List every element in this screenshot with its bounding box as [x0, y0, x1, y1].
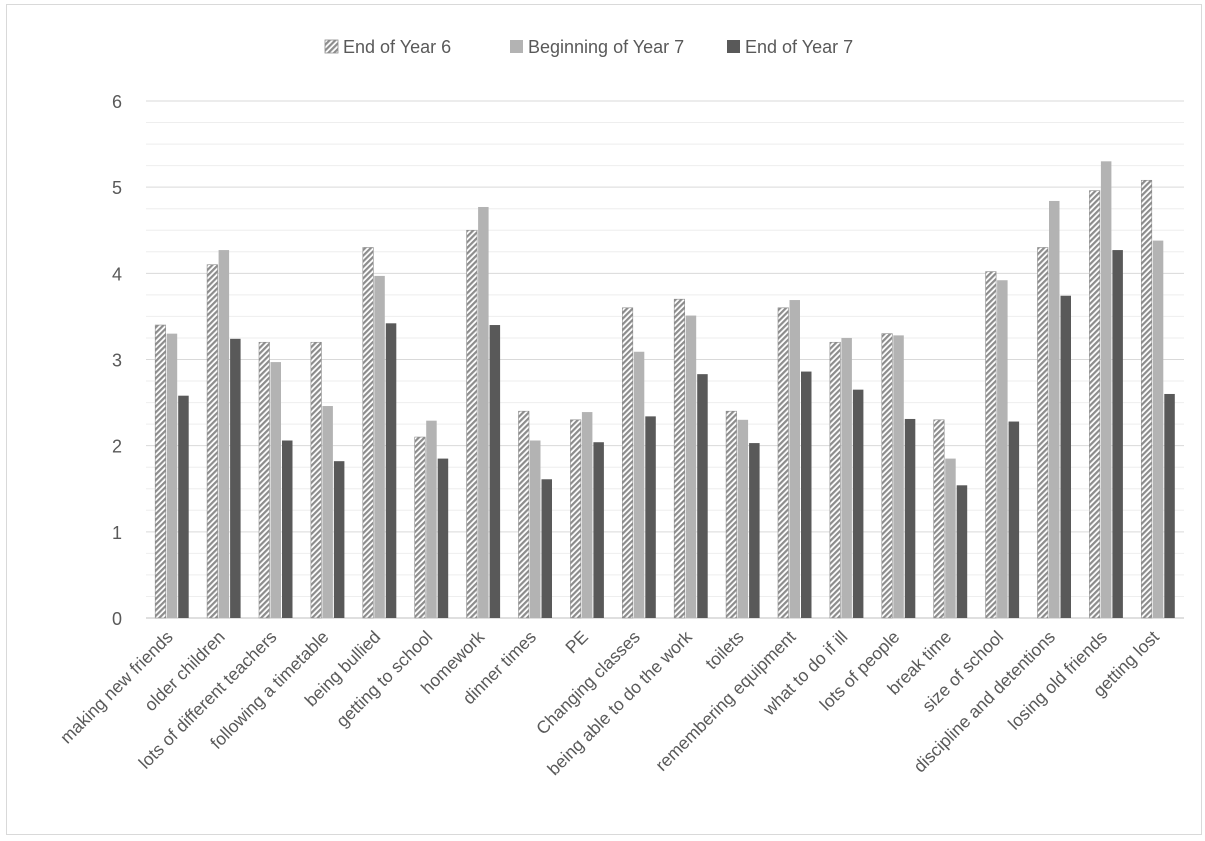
y-tick-label: 6 — [112, 92, 122, 112]
bar — [1141, 179, 1153, 619]
bar — [893, 335, 904, 618]
bar — [829, 341, 841, 619]
bar — [478, 206, 489, 619]
chart-frame: 0 1 2 3 4 5 6 making new friends older children… — [6, 4, 1202, 835]
y-tick-label: 2 — [112, 437, 122, 457]
bar — [1112, 250, 1123, 618]
bar — [218, 250, 230, 618]
bar — [1049, 200, 1060, 618]
bar — [841, 337, 852, 618]
bar — [362, 247, 374, 619]
bar — [933, 419, 945, 619]
bar — [789, 300, 800, 618]
bar — [426, 420, 437, 618]
bar — [374, 275, 385, 618]
y-tick-label: 5 — [112, 178, 122, 198]
bar — [881, 333, 893, 619]
bar — [437, 458, 449, 618]
bar — [725, 410, 737, 619]
y-tick-label: 1 — [112, 523, 122, 543]
bar — [1152, 240, 1164, 618]
legend-label: Beginning of Year 7 — [528, 37, 684, 57]
bar — [956, 485, 968, 618]
bar — [570, 419, 582, 619]
bar — [530, 440, 541, 618]
bars — [154, 161, 1175, 619]
bar — [230, 338, 241, 618]
legend-label: End of Year 7 — [745, 37, 853, 57]
gridlines — [146, 100, 1184, 597]
bar — [206, 264, 218, 619]
bar — [985, 271, 997, 619]
bar — [593, 442, 604, 618]
bar — [737, 419, 749, 618]
bar — [310, 341, 322, 619]
bar — [1164, 393, 1175, 618]
bar — [997, 280, 1008, 618]
bar — [489, 325, 501, 618]
bar — [178, 395, 189, 618]
legend-swatch — [324, 39, 339, 54]
legend-label: End of Year 6 — [343, 37, 451, 57]
bar — [282, 440, 293, 618]
bar — [633, 351, 645, 618]
x-tick-label: PE — [561, 627, 592, 658]
y-tick-label: 3 — [112, 351, 122, 371]
bar — [621, 307, 634, 619]
bar — [777, 307, 789, 619]
bar — [697, 374, 708, 618]
bar — [801, 371, 812, 618]
x-tick-label: toilets — [701, 627, 748, 674]
y-tick-label: 0 — [112, 609, 122, 629]
bar — [541, 479, 552, 618]
bar — [1037, 247, 1049, 619]
bar — [333, 461, 345, 618]
bar — [1008, 421, 1020, 618]
bar — [581, 412, 593, 618]
bar — [466, 229, 478, 619]
bar — [852, 389, 864, 618]
bar — [1060, 295, 1071, 618]
bar — [945, 458, 956, 618]
legend-swatch — [727, 40, 740, 53]
bar — [1100, 161, 1112, 619]
bar — [685, 315, 697, 618]
legend: End of Year 6 Beginning of Year 7 End of Y… — [324, 37, 853, 57]
y-tick-label: 4 — [112, 264, 122, 284]
bar — [270, 362, 281, 618]
bar — [645, 416, 656, 618]
bar — [749, 443, 760, 618]
bar — [414, 436, 426, 619]
bar — [1089, 190, 1101, 619]
bar — [322, 406, 333, 618]
bar — [518, 410, 530, 619]
bar — [154, 324, 166, 619]
legend-swatch — [510, 40, 523, 53]
bar — [166, 333, 178, 618]
bar — [258, 341, 270, 619]
bar — [385, 323, 397, 618]
bar — [673, 298, 686, 619]
bar — [904, 418, 916, 618]
